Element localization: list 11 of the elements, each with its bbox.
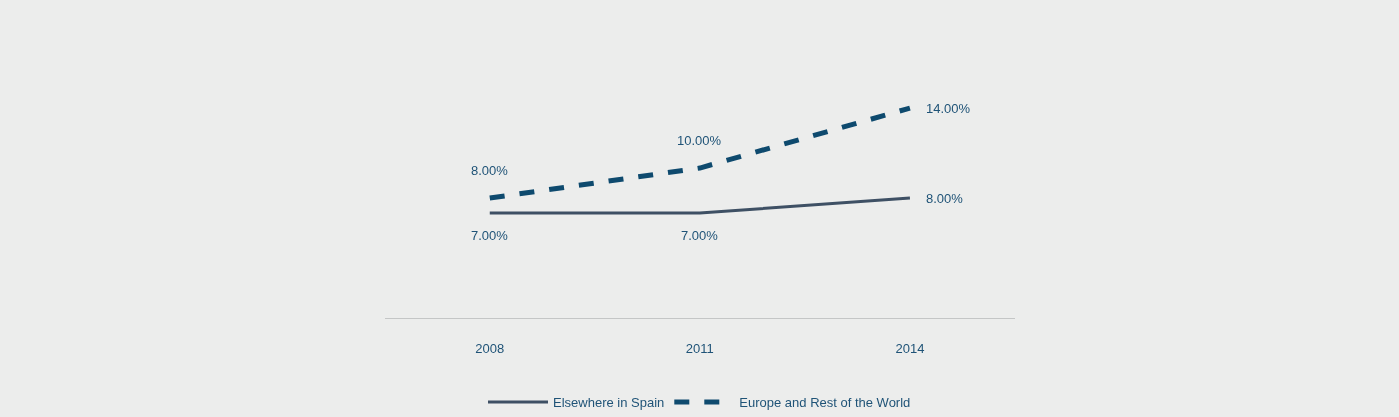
data-label: 14.00% <box>926 101 971 116</box>
x-tick-label: 2008 <box>475 340 505 356</box>
data-label: 7.00% <box>471 228 509 243</box>
data-label: 8.00% <box>926 191 964 206</box>
legend-label: Europe and Rest of the World <box>739 395 911 410</box>
data-label: 10.00% <box>677 133 722 148</box>
x-tick-label: 2014 <box>895 340 925 356</box>
data-label: 8.00% <box>471 163 509 178</box>
data-label: 7.00% <box>681 228 719 243</box>
legend-label: Elsewhere in Spain <box>553 395 665 410</box>
x-tick-label: 2011 <box>685 340 714 356</box>
